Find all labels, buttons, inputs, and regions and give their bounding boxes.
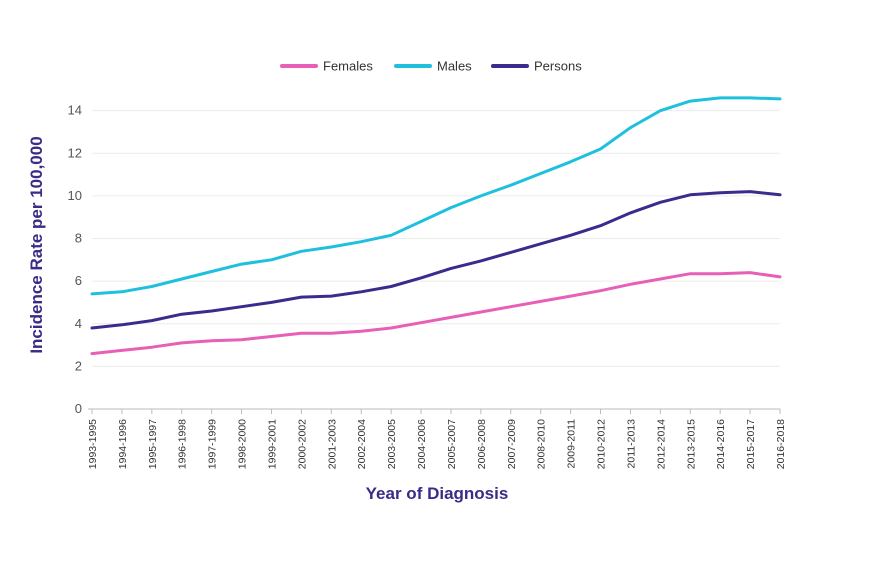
- x-tick-label: 1993-1995: [87, 419, 99, 469]
- gridlines: [92, 110, 780, 367]
- x-tick-label: 2010-2012: [596, 419, 608, 469]
- x-tick-label: 2009-2011: [566, 419, 578, 469]
- x-tick-label: 2006-2008: [476, 419, 488, 469]
- x-tick-label: 1999-2001: [266, 419, 278, 469]
- legend-item-persons[interactable]: Persons: [491, 59, 582, 74]
- x-tick-label: 2000-2002: [296, 419, 308, 469]
- x-tick-label: 1997-1999: [207, 419, 219, 469]
- y-tick-label: 0: [75, 401, 82, 416]
- y-tick-label: 4: [75, 316, 82, 331]
- y-tick-label: 6: [75, 273, 82, 288]
- x-tick-label: 1998-2000: [237, 419, 249, 469]
- x-tick-label: 2012-2014: [655, 419, 667, 469]
- series-lines: [90, 96, 782, 356]
- x-tick-label: 2004-2006: [416, 419, 428, 469]
- y-tick-label: 12: [68, 145, 82, 160]
- legend-label: Females: [323, 59, 373, 74]
- series-line-males[interactable]: [90, 96, 782, 296]
- legend[interactable]: Females Males Persons: [280, 59, 582, 74]
- x-tick-label: 1996-1998: [177, 419, 189, 469]
- x-tick-label: 2002-2004: [356, 419, 368, 469]
- x-tick-label: 2001-2003: [326, 419, 338, 469]
- series-line-persons[interactable]: [90, 190, 782, 330]
- y-tick-label: 14: [68, 103, 82, 118]
- x-tick-label: 2016-2018: [775, 419, 787, 469]
- legend-item-males[interactable]: Males: [394, 59, 472, 74]
- x-tick-label: 2003-2005: [386, 419, 398, 469]
- y-tick-label: 10: [68, 188, 82, 203]
- legend-label: Males: [437, 59, 472, 74]
- x-tick-label: 2005-2007: [446, 419, 458, 469]
- legend-label: Persons: [534, 59, 582, 74]
- x-tick-label: 2007-2009: [506, 419, 518, 469]
- x-tick-label: 2013-2015: [685, 419, 697, 469]
- x-axis-title: Year of Diagnosis: [366, 484, 509, 503]
- x-axis: 1993-1995 1994-1996 1995-1997 1996-1998 1997…: [87, 408, 787, 469]
- y-axis-title: Incidence Rate per 100,000: [27, 136, 46, 353]
- x-tick-label: 1994-1996: [117, 419, 129, 469]
- x-tick-label: 2015-2017: [745, 419, 757, 469]
- legend-item-females[interactable]: Females: [280, 59, 373, 74]
- y-tick-label: 8: [75, 231, 82, 246]
- x-tick-label: 2014-2016: [715, 419, 727, 469]
- y-tick-label: 2: [75, 358, 82, 373]
- x-tick-label: 2011-2013: [625, 419, 637, 469]
- series-line-females[interactable]: [90, 271, 782, 356]
- x-tick-label: 2008-2010: [536, 419, 548, 469]
- x-tick-label: 1995-1997: [147, 419, 159, 469]
- y-axis-ticks: 0 2 4 6 8 10 12 14: [68, 103, 82, 416]
